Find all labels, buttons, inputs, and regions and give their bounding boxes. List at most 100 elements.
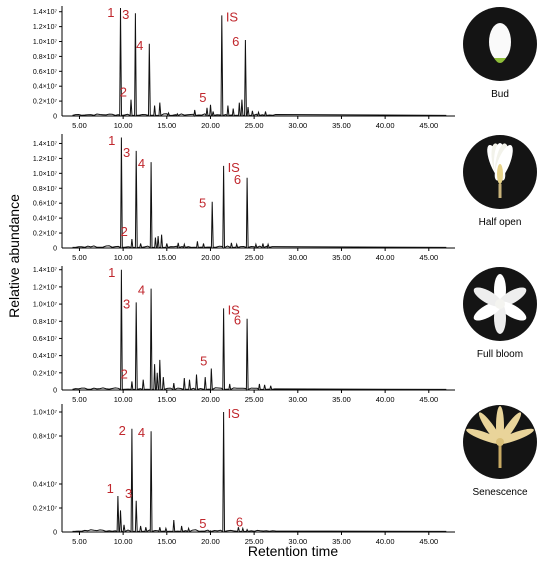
y-tick-label: 0.4×10⁷ bbox=[33, 84, 58, 91]
x-tick-label: 25.00 bbox=[245, 253, 264, 262]
flower-petal bbox=[496, 428, 534, 445]
y-tick-label: 0.8×10⁷ bbox=[33, 54, 58, 61]
chromatogram-panel-1: 0.2×10⁷ 0.4×10⁷ 0.6×10⁷ 0.8×10⁷ 1.0×10⁷ 1.2×1… bbox=[33, 133, 537, 262]
x-tick-label: 40.00 bbox=[376, 537, 395, 546]
x-tick-label: 20.00 bbox=[201, 395, 220, 404]
x-tick-label: 25.00 bbox=[245, 537, 264, 546]
x-axis-label: Retention time bbox=[248, 543, 338, 559]
y-tick-label: 0.6×10⁷ bbox=[33, 336, 58, 343]
flower-sepal bbox=[494, 58, 506, 63]
y-tick-label: 1.4×10⁷ bbox=[33, 267, 58, 274]
peak-label-4: 4 bbox=[138, 425, 145, 440]
chromatogram-panel-2: 0.2×10⁷ 0.4×10⁷ 0.6×10⁷ 0.8×10⁷ 1.0×10⁷ 1.2×1… bbox=[33, 265, 537, 404]
chromatogram-trace bbox=[72, 7, 447, 118]
peak-label-2: 2 bbox=[120, 85, 127, 100]
x-tick-label: 45.00 bbox=[419, 537, 438, 546]
y-tick-label: 0.8×10⁷ bbox=[33, 319, 58, 326]
stage-label: Senescence bbox=[472, 487, 527, 498]
flower-center bbox=[497, 164, 503, 184]
y-tick-label: 0 bbox=[53, 388, 57, 395]
stage-label: Half open bbox=[479, 217, 522, 228]
x-tick-label: 10.00 bbox=[114, 395, 133, 404]
chromatogram-panels: 0.2×10⁷ 0.4×10⁷ 0.6×10⁷ 0.8×10⁷ 1.0×10⁷ 1.2×1… bbox=[33, 5, 537, 546]
x-tick-label: 20.00 bbox=[201, 121, 220, 130]
y-tick-label: 1.4×10⁷ bbox=[33, 9, 58, 16]
y-tick-label: 1.4×10⁷ bbox=[33, 141, 58, 148]
flower-bud bbox=[489, 23, 511, 61]
y-tick-label: 0.2×10⁷ bbox=[33, 99, 58, 106]
peak-label-6: 6 bbox=[232, 34, 239, 49]
x-tick-label: 35.00 bbox=[332, 537, 351, 546]
x-tick-label: 5.00 bbox=[72, 395, 87, 404]
x-tick-label: 25.00 bbox=[245, 121, 264, 130]
peak-label-3: 3 bbox=[123, 296, 130, 311]
peak-label-is: IS bbox=[228, 160, 241, 175]
y-axis-label: Relative abundance bbox=[6, 194, 22, 318]
peak-label-1: 1 bbox=[108, 133, 115, 148]
x-tick-label: 15.00 bbox=[157, 253, 176, 262]
y-tick-label: 0.8×10⁷ bbox=[33, 434, 58, 441]
peak-label-2: 2 bbox=[121, 224, 128, 239]
x-tick-label: 15.00 bbox=[157, 121, 176, 130]
y-tick-label: 0.4×10⁷ bbox=[33, 482, 58, 489]
x-tick-label: 10.00 bbox=[114, 253, 133, 262]
flower-petal bbox=[497, 412, 522, 446]
peak-label-5: 5 bbox=[199, 516, 206, 531]
x-tick-label: 45.00 bbox=[419, 395, 438, 404]
peak-label-2: 2 bbox=[121, 366, 128, 381]
peak-label-is: IS bbox=[228, 302, 241, 317]
x-tick-label: 40.00 bbox=[376, 121, 395, 130]
y-tick-label: 1.0×10⁷ bbox=[33, 410, 58, 417]
x-tick-label: 5.00 bbox=[72, 121, 87, 130]
x-tick-label: 40.00 bbox=[376, 395, 395, 404]
x-tick-label: 10.00 bbox=[114, 121, 133, 130]
peak-label-3: 3 bbox=[125, 486, 132, 501]
peak-label-6: 6 bbox=[234, 313, 241, 328]
x-tick-label: 15.00 bbox=[157, 537, 176, 546]
y-tick-label: 0.4×10⁷ bbox=[33, 216, 58, 223]
y-tick-label: 1.2×10⁷ bbox=[33, 24, 58, 31]
x-tick-label: 20.00 bbox=[201, 537, 220, 546]
x-tick-label: 40.00 bbox=[376, 253, 395, 262]
chromatogram-trace bbox=[72, 137, 447, 250]
y-tick-label: 0.8×10⁷ bbox=[33, 186, 58, 193]
x-tick-label: 30.00 bbox=[288, 537, 307, 546]
x-tick-label: 35.00 bbox=[332, 121, 351, 130]
peak-label-6: 6 bbox=[236, 515, 243, 530]
x-tick-label: 35.00 bbox=[332, 253, 351, 262]
y-tick-label: 1.0×10⁷ bbox=[33, 302, 58, 309]
x-tick-label: 20.00 bbox=[201, 253, 220, 262]
y-tick-label: 0.4×10⁷ bbox=[33, 353, 58, 360]
x-tick-label: 45.00 bbox=[419, 121, 438, 130]
peak-label-1: 1 bbox=[107, 481, 114, 496]
y-tick-label: 0.6×10⁷ bbox=[33, 69, 58, 76]
peak-label-4: 4 bbox=[138, 156, 145, 171]
y-tick-label: 1.0×10⁷ bbox=[33, 171, 58, 178]
x-tick-label: 5.00 bbox=[72, 253, 87, 262]
flower-center bbox=[495, 299, 505, 309]
x-tick-label: 30.00 bbox=[288, 253, 307, 262]
stage-label: Bud bbox=[491, 89, 509, 100]
flower-petal bbox=[497, 301, 527, 321]
x-tick-label: 30.00 bbox=[288, 121, 307, 130]
peak-label-5: 5 bbox=[199, 90, 206, 105]
x-tick-label: 15.00 bbox=[157, 395, 176, 404]
x-tick-label: 25.00 bbox=[245, 395, 264, 404]
stage-label: Full bloom bbox=[477, 349, 523, 360]
peak-label-4: 4 bbox=[138, 283, 145, 298]
flower-petal bbox=[497, 287, 527, 307]
y-tick-label: 1.2×10⁷ bbox=[33, 156, 58, 163]
chromatogram-panel-0: 0.2×10⁷ 0.4×10⁷ 0.6×10⁷ 0.8×10⁷ 1.0×10⁷ 1.2×1… bbox=[33, 5, 537, 130]
y-tick-label: 0.2×10⁷ bbox=[33, 506, 58, 513]
peak-label-2: 2 bbox=[119, 423, 126, 438]
chromatogram-trace bbox=[72, 269, 447, 392]
peak-label-1: 1 bbox=[108, 265, 115, 280]
peak-label-1: 1 bbox=[107, 5, 114, 20]
x-tick-label: 35.00 bbox=[332, 395, 351, 404]
y-tick-label: 0.2×10⁷ bbox=[33, 370, 58, 377]
flower-petal bbox=[473, 301, 503, 321]
y-tick-label: 0.6×10⁷ bbox=[33, 201, 58, 208]
peak-label-3: 3 bbox=[123, 145, 130, 160]
x-tick-label: 10.00 bbox=[114, 537, 133, 546]
